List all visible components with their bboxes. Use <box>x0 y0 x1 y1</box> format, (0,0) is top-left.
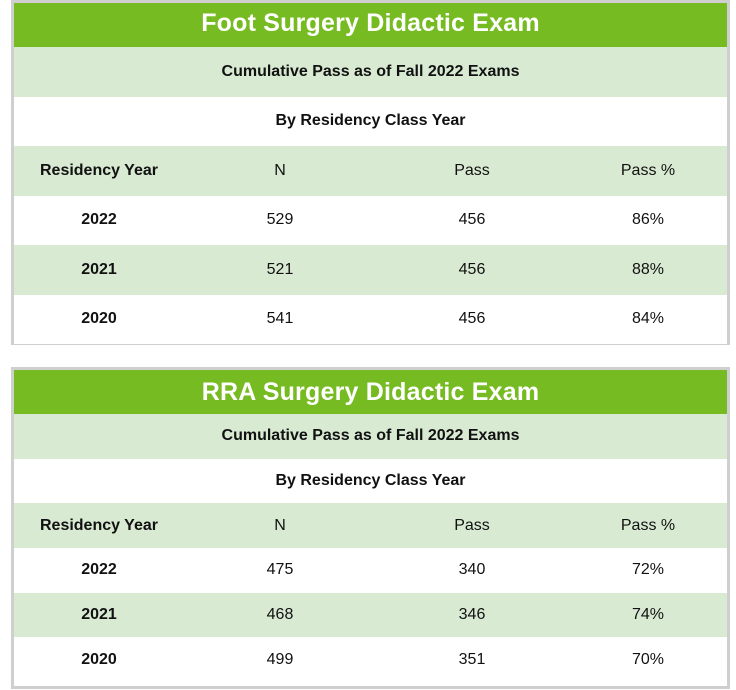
cell-pass-percent: 88% <box>631 260 665 278</box>
cell-n: 499 <box>266 650 294 668</box>
header-pass-percent: Pass % <box>620 516 676 534</box>
cell-pass: 456 <box>458 211 486 229</box>
table-title: Foot Surgery Didactic Exam <box>201 9 540 37</box>
table-row: 2021 468 346 74% <box>14 592 727 638</box>
header-n: N <box>274 161 286 179</box>
cell-n: 521 <box>266 260 294 278</box>
table-row: 2022 529 456 86% <box>14 195 727 245</box>
cell-pass-percent: 70% <box>631 650 665 668</box>
table-title: RRA Surgery Didactic Exam <box>201 377 540 406</box>
header-residency-year: Residency Year <box>39 516 158 534</box>
cell-year: 2022 <box>81 561 117 579</box>
cell-pass: 351 <box>458 650 486 668</box>
cell-year: 2022 <box>81 211 117 229</box>
header-row: Residency Year N Pass Pass % <box>14 503 727 549</box>
group-label: By Residency Class Year <box>275 472 466 490</box>
cell-year: 2020 <box>81 310 117 328</box>
cell-year: 2020 <box>81 650 117 668</box>
table-subtitle: Cumulative Pass as of Fall 2022 Exams <box>221 427 520 445</box>
header-pass-percent: Pass % <box>620 161 676 179</box>
header-residency-year: Residency Year <box>39 161 158 179</box>
cell-n: 541 <box>266 310 294 328</box>
table-row: 2022 475 340 72% <box>14 548 727 593</box>
cell-pass-percent: 72% <box>631 561 665 579</box>
table-row: 2020 541 456 84% <box>14 294 727 344</box>
cell-n: 529 <box>266 211 294 229</box>
cell-pass-percent: 74% <box>631 606 665 624</box>
table-row: 2021 521 456 88% <box>14 245 727 295</box>
cell-pass-percent: 84% <box>631 310 665 328</box>
header-pass: Pass <box>454 516 490 534</box>
cell-year: 2021 <box>81 260 117 278</box>
group-label-row: By Residency Class Year <box>14 458 727 504</box>
table-row: 2020 499 351 70% <box>14 637 727 683</box>
table-title-row: Foot Surgery Didactic Exam <box>14 3 727 47</box>
cell-pass: 346 <box>458 606 486 624</box>
cell-pass: 456 <box>458 260 486 278</box>
subtitle-row: Cumulative Pass as of Fall 2022 Exams <box>14 414 727 459</box>
cell-pass-percent: 86% <box>631 211 665 229</box>
header-pass: Pass <box>454 161 490 179</box>
cell-year: 2021 <box>81 606 117 624</box>
cell-pass: 456 <box>458 310 486 328</box>
group-label: By Residency Class Year <box>275 112 466 130</box>
foot-surgery-table: Foot Surgery Didactic Exam Cumulative Pa… <box>11 0 730 345</box>
table-subtitle: Cumulative Pass as of Fall 2022 Exams <box>221 62 520 80</box>
table-title-row: RRA Surgery Didactic Exam <box>14 370 727 414</box>
cell-pass: 340 <box>458 561 486 579</box>
cell-n: 468 <box>266 606 294 624</box>
cell-n: 475 <box>266 561 294 579</box>
header-n: N <box>274 516 286 534</box>
rra-surgery-table: RRA Surgery Didactic Exam Cumulative Pas… <box>11 367 730 689</box>
subtitle-row: Cumulative Pass as of Fall 2022 Exams <box>14 47 727 97</box>
header-row: Residency Year N Pass Pass % <box>14 146 727 196</box>
group-label-row: By Residency Class Year <box>14 96 727 146</box>
